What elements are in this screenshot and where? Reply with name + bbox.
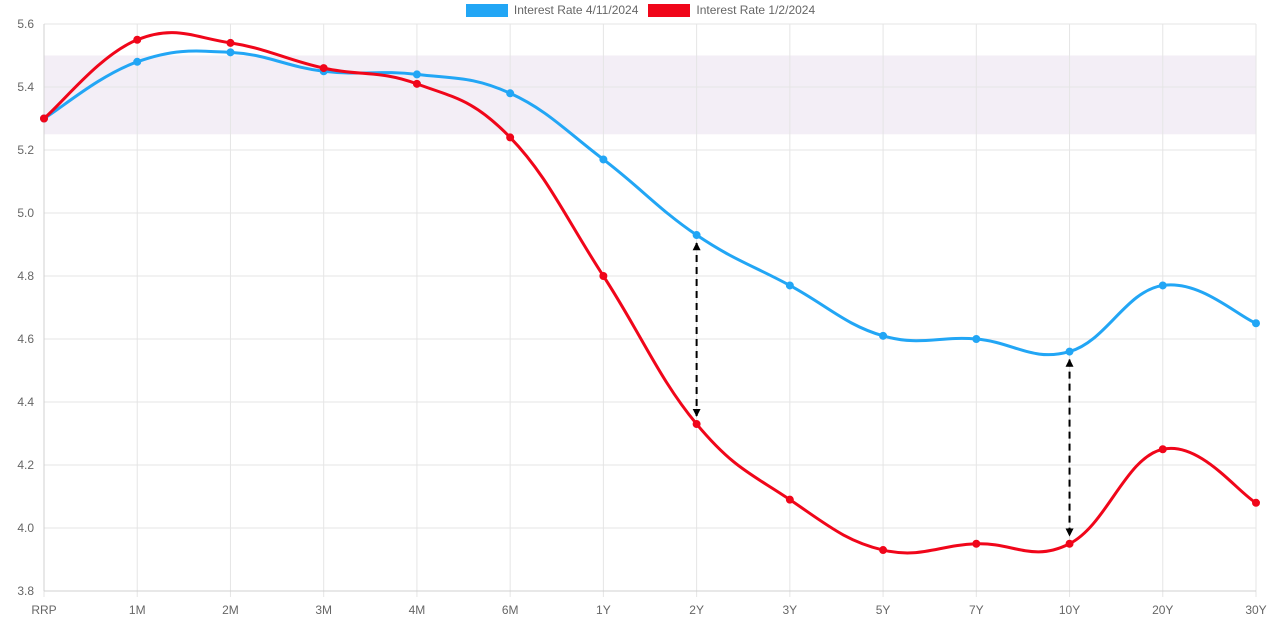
x-tick-label: 10Y	[1059, 603, 1080, 617]
x-tick-label: 1M	[129, 603, 146, 617]
data-point-series-2[interactable]	[972, 539, 981, 548]
data-point-series-2[interactable]	[506, 133, 515, 142]
data-point-series-2[interactable]	[1065, 539, 1074, 548]
legend-label-series-2: Interest Rate 1/2/2024	[696, 3, 816, 17]
x-tick-label: 2M	[222, 603, 239, 617]
data-point-series-1[interactable]	[692, 231, 701, 240]
y-tick-label: 4.4	[17, 395, 34, 409]
data-point-series-1[interactable]	[506, 89, 515, 98]
data-point-series-1[interactable]	[226, 48, 235, 57]
x-tick-label: 1Y	[596, 603, 611, 617]
x-tick-label: 2Y	[689, 603, 704, 617]
x-tick-label: 7Y	[969, 603, 984, 617]
x-tick-label: 4M	[409, 603, 426, 617]
y-tick-label: 4.0	[17, 521, 34, 535]
shaded-band	[44, 55, 1256, 135]
y-tick-label: 4.8	[17, 269, 34, 283]
data-point-series-2[interactable]	[1158, 445, 1167, 454]
legend-item-series-2[interactable]: Interest Rate 1/2/2024	[648, 3, 815, 17]
x-tick-label: 3Y	[783, 603, 798, 617]
data-point-series-1[interactable]	[133, 57, 142, 66]
data-point-series-2[interactable]	[599, 272, 608, 280]
legend-item-series-1[interactable]: Interest Rate 4/11/2024	[465, 3, 639, 17]
legend-swatch-series-1	[465, 3, 508, 17]
y-tick-label: 5.4	[17, 80, 34, 94]
legend: Interest Rate 4/11/2024 Interest Rate 1/…	[0, 0, 1281, 20]
x-tick-label: RRP	[31, 603, 56, 617]
y-tick-label: 4.6	[17, 332, 34, 346]
data-point-series-2[interactable]	[319, 64, 328, 73]
data-point-series-1[interactable]	[972, 335, 981, 343]
data-point-series-2[interactable]	[133, 35, 142, 44]
x-tick-label: 3M	[315, 603, 332, 617]
data-point-series-2[interactable]	[879, 546, 888, 555]
data-point-series-1[interactable]	[1065, 347, 1074, 356]
y-tick-label: 5.2	[17, 143, 34, 157]
data-point-series-1[interactable]	[412, 70, 421, 79]
y-tick-label: 5.6	[17, 17, 34, 31]
data-point-series-2[interactable]	[40, 114, 48, 123]
data-point-series-1[interactable]	[785, 281, 794, 290]
data-point-series-1[interactable]	[879, 331, 888, 340]
y-tick-label: 3.8	[17, 584, 34, 598]
data-point-series-2[interactable]	[226, 38, 235, 47]
data-point-series-1[interactable]	[599, 155, 608, 164]
data-point-series-2[interactable]	[1252, 498, 1260, 507]
legend-swatch-series-2	[648, 3, 691, 17]
x-tick-label: 6M	[502, 603, 519, 617]
y-tick-label: 4.2	[17, 458, 34, 472]
data-point-series-2[interactable]	[785, 495, 794, 504]
legend-label-series-1: Interest Rate 4/11/2024	[513, 3, 639, 17]
x-tick-label: 30Y	[1245, 603, 1266, 617]
data-point-series-2[interactable]	[412, 79, 421, 88]
x-tick-label: 5Y	[876, 603, 891, 617]
y-tick-label: 5.0	[17, 206, 34, 220]
x-tick-label: 20Y	[1152, 603, 1173, 617]
data-point-series-2[interactable]	[692, 420, 701, 429]
data-point-series-1[interactable]	[1158, 281, 1167, 290]
data-point-series-1[interactable]	[1252, 319, 1260, 328]
